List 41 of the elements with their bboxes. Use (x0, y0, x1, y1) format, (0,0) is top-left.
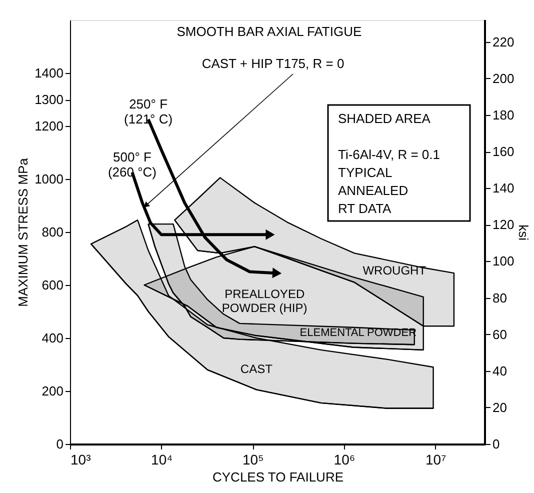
y-tick-label: 200 (42, 384, 64, 398)
y2-tick-label: 100 (492, 254, 514, 269)
annotation: Ti-6Al-4V, R = 0.1 (338, 147, 440, 162)
y2-tick-label: 180 (492, 108, 514, 123)
y-tick-label: 1200 (34, 118, 64, 134)
series-label: 250° F (121° C) (124, 96, 173, 126)
y2-tick-label: 80 (492, 290, 507, 306)
series-label: WROUGHT (362, 264, 427, 278)
y-axis-title: MAXIMUM STRESS MPa (16, 157, 31, 307)
y-tick-label: 1300 (34, 92, 64, 107)
y2-axis-title: ksi (516, 224, 532, 241)
y2-tick-label: 140 (492, 180, 514, 196)
y2-tick-label: 220 (492, 34, 514, 50)
annotation: ANNEALED (338, 183, 408, 198)
y-tick-label: 1400 (34, 66, 64, 80)
y2-tick-label: 0 (492, 436, 500, 452)
x-tick-label: 10⁷ (425, 452, 446, 468)
y2-tick-label: 40 (492, 363, 507, 378)
series-label: 500° F (260 °C) (108, 149, 156, 180)
annotation: SHADED AREA (338, 111, 431, 126)
y-tick-label: 0 (56, 436, 64, 452)
series-label: PREALLOYED POWDER (HIP) (222, 286, 308, 315)
annotation: RT DATA (338, 201, 392, 216)
y-tick-label: 600 (42, 278, 64, 292)
y2-tick-label: 60 (492, 326, 507, 342)
y-tick-label: 1000 (34, 172, 64, 186)
series-label: CAST (240, 362, 274, 376)
y2-tick-label: 200 (492, 70, 514, 86)
annotation: CAST + HIP T175, R = 0 (202, 56, 344, 71)
y2-tick-label: 120 (492, 217, 514, 232)
x-tick-label: 10⁶ (334, 452, 356, 468)
x-axis-title: CYCLES TO FAILURE (212, 470, 344, 484)
x-tick-label: 10⁴ (151, 452, 173, 468)
annotation: TYPICAL (338, 165, 392, 180)
x-tick-label: 10³ (70, 452, 92, 468)
y-tick-label: 800 (42, 224, 64, 240)
y2-tick-label: 160 (492, 144, 514, 160)
y2-tick-label: 20 (492, 400, 507, 415)
x-tick-label: 10⁵ (242, 452, 264, 468)
y-tick-label: 400 (42, 330, 64, 346)
chart-title: SMOOTH BAR AXIAL FATIGUE (176, 24, 362, 39)
